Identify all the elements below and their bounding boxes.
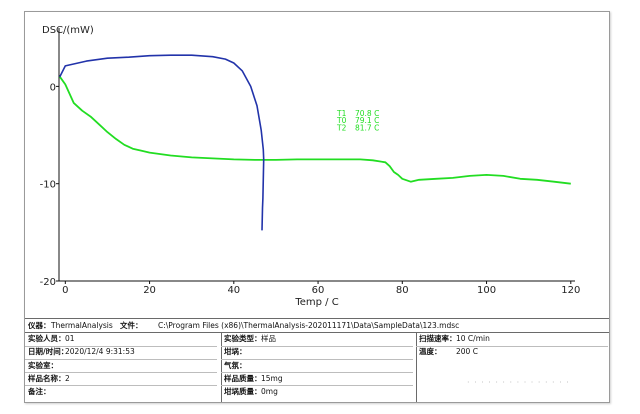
- info-table: 仪器： ThermalAnalysis 文件： C:\Program Files…: [25, 318, 609, 402]
- row-divider: [25, 372, 217, 374]
- info-field-label: 备注：: [28, 387, 51, 397]
- info-field-value: 0mg: [261, 387, 278, 397]
- annotation-value: 70.8 C: [355, 109, 379, 118]
- instrument-label: 仪器：: [28, 321, 51, 330]
- report-frame: DSC/(mW) 0 20 40 60 80 100 120 0 -10 -20 Temp / C T…: [24, 11, 610, 403]
- y-axis-label: DSC/(mW): [42, 25, 94, 36]
- annotation-label: T1: [336, 109, 347, 118]
- file-path: C:\Program Files (x86)\ThermalAnalysis-2…: [158, 321, 460, 330]
- series-line-1: [59, 76, 571, 185]
- info-field-value: 200 C: [456, 347, 478, 357]
- info-field-label: 气氛：: [224, 360, 247, 370]
- x-tick-label: 120: [561, 285, 580, 296]
- info-field-label: 温度：: [419, 347, 442, 357]
- y-tick-label: -20: [40, 277, 56, 288]
- info-field-label: 样品名称：: [28, 373, 66, 383]
- info-field-value: 2020/12/4 9:31:53: [65, 347, 135, 357]
- x-tick-label: 60: [312, 285, 325, 296]
- row-divider: [416, 345, 608, 347]
- y-tick-label: 0: [50, 82, 56, 93]
- row-divider: [25, 358, 217, 360]
- info-field-value: 01: [65, 334, 75, 343]
- row-divider: [221, 358, 413, 360]
- annotation-label: T2: [336, 123, 347, 132]
- row-divider: [25, 345, 217, 347]
- info-field-label: 实验类型：: [224, 334, 262, 343]
- info-field-value: 样品: [261, 334, 276, 343]
- info-field-label: 实验人员：: [28, 334, 66, 343]
- row-divider: [25, 385, 217, 387]
- info-field-label: 样品质量：: [224, 373, 262, 383]
- y-tick-label: -10: [40, 180, 56, 191]
- x-tick-label: 80: [396, 285, 409, 296]
- info-field-value: 10 C/min: [456, 334, 490, 343]
- dsc-chart: 0 20 40 60 80 100 120 0 -10 -20 Temp / C T1 70.8 C T0…: [40, 28, 580, 308]
- file-label: 文件：: [120, 321, 143, 330]
- x-axis-label: Temp / C: [294, 297, 338, 308]
- x-tick-label: 0: [62, 285, 68, 296]
- x-tick-label: 20: [143, 285, 156, 296]
- instrument-value: ThermalAnalysis: [51, 321, 113, 330]
- info-field-label: 扫描速率：: [419, 334, 457, 343]
- info-field-label: 实验室：: [28, 360, 58, 370]
- x-tick-label: 100: [477, 285, 496, 296]
- annotation-label: T0: [336, 116, 347, 125]
- row-divider: [221, 345, 413, 347]
- decorative-dots: · · · · · · · · · · · · · · ·: [467, 378, 570, 387]
- row-divider: [221, 385, 413, 387]
- info-field-value: 15mg: [261, 373, 283, 383]
- info-header-row: 仪器： ThermalAnalysis 文件： C:\Program Files…: [25, 318, 609, 333]
- series-line-2: [59, 54, 265, 231]
- column-divider: [221, 332, 222, 402]
- info-field-label: 坩埚：: [224, 347, 247, 357]
- x-tick-label: 40: [227, 285, 240, 296]
- info-field-value: 2: [65, 373, 70, 383]
- info-field-label: 日期/时间：: [28, 347, 69, 357]
- row-divider: [221, 372, 413, 374]
- column-divider: [416, 332, 417, 402]
- annotation-value: 79.1 C: [355, 116, 379, 125]
- info-field-label: 坩埚质量：: [224, 387, 262, 397]
- annotation-value: 81.7 C: [355, 123, 379, 132]
